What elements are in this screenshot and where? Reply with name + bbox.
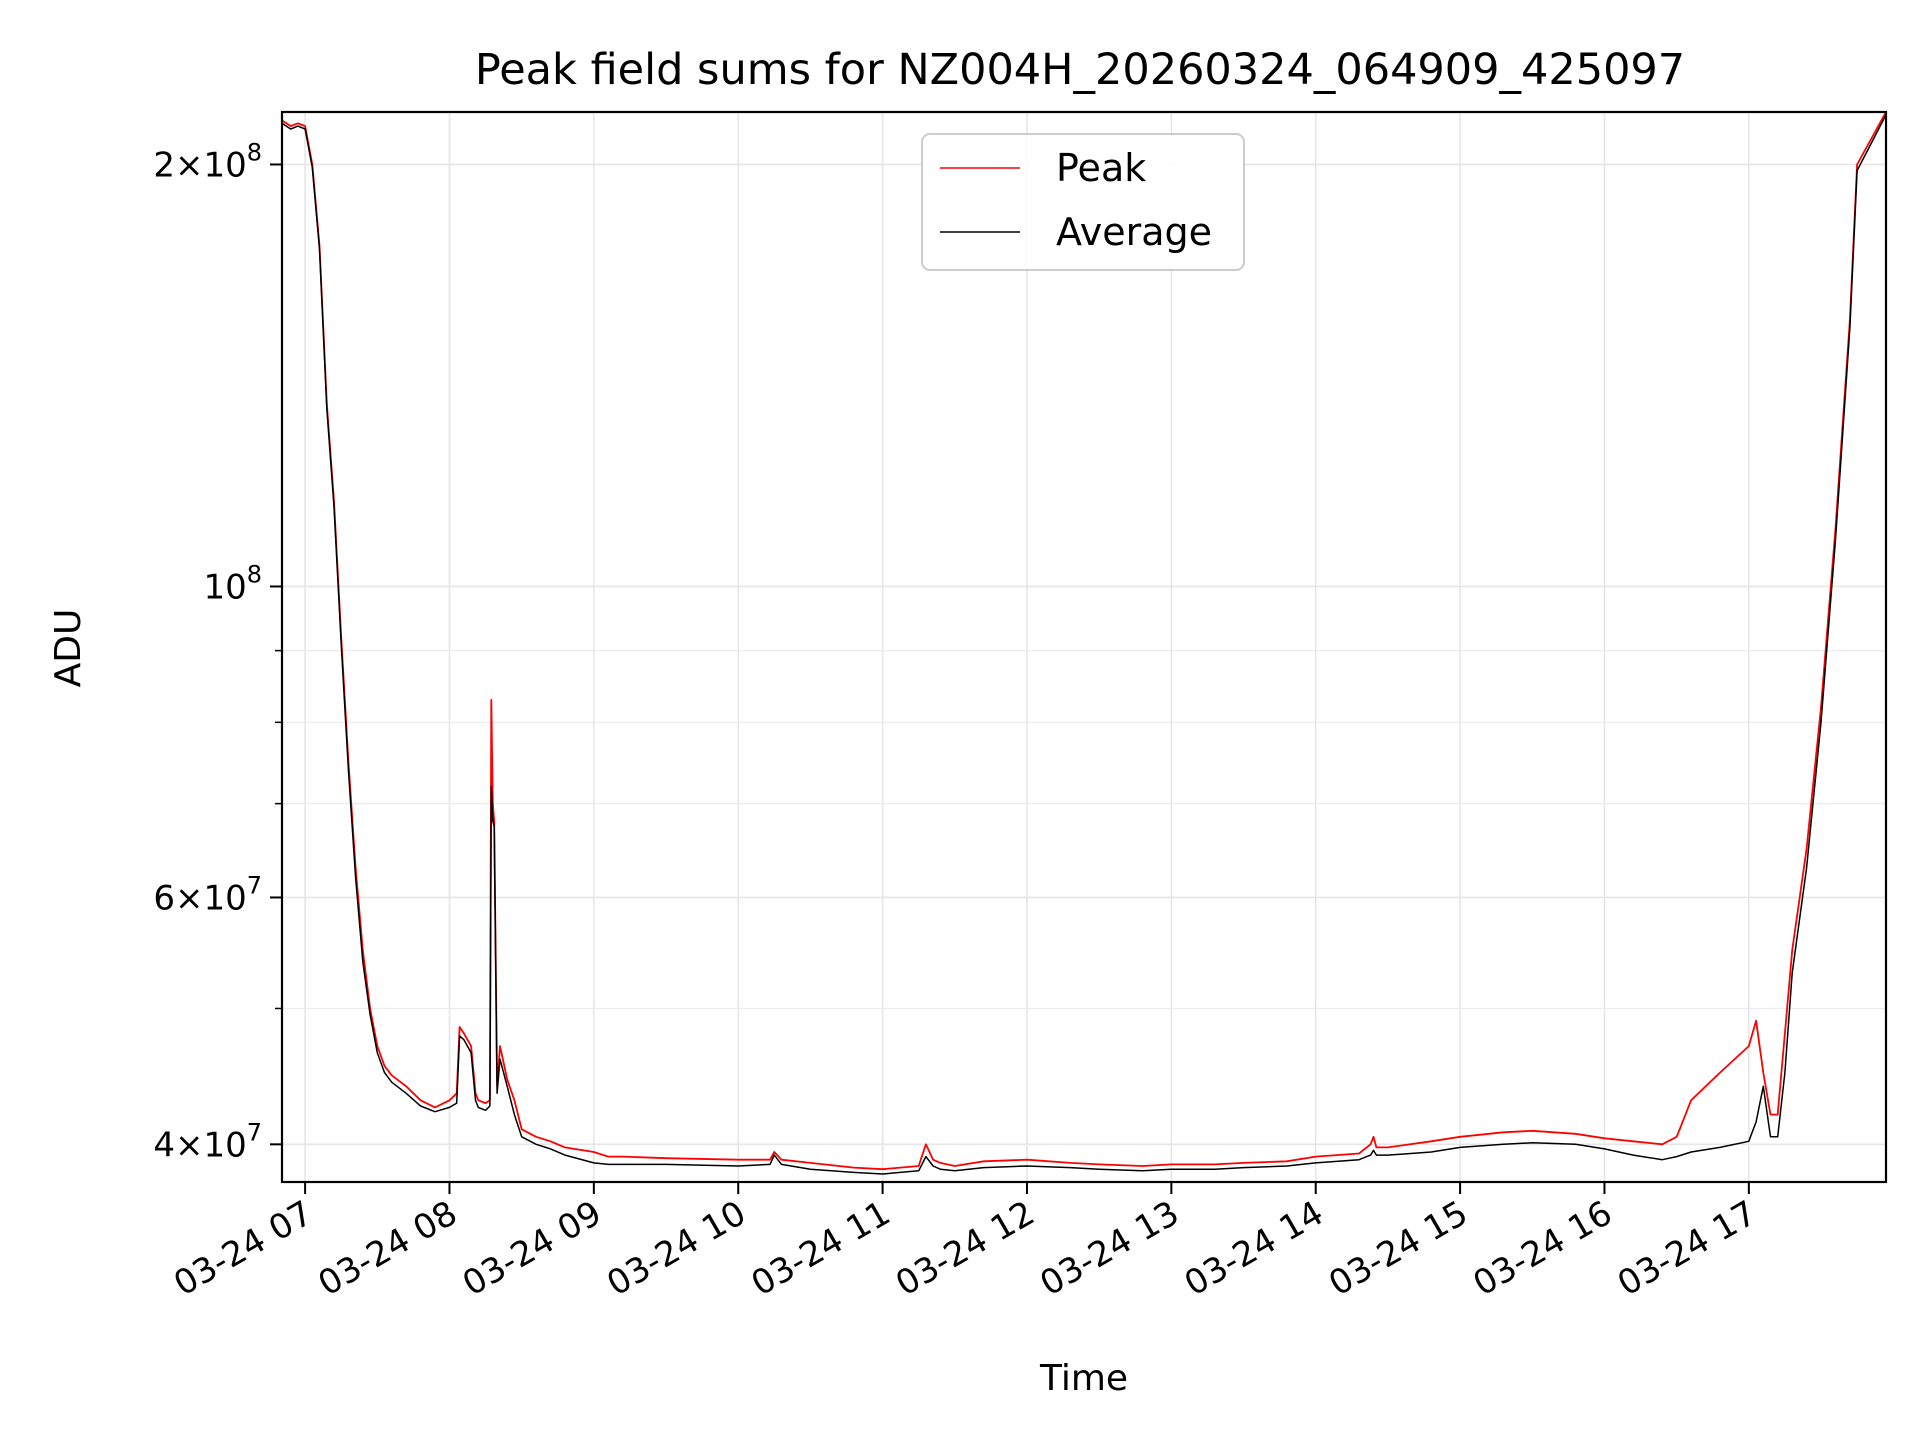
legend-label-peak: Peak (1056, 146, 1146, 190)
y-tick-mantissa: 4×10 (153, 1125, 246, 1165)
y-tick-exponent: 7 (247, 1118, 262, 1146)
plot-frame (280, 110, 1888, 1184)
series-layer (282, 112, 1886, 1175)
y-tick-mantissa: 10 (203, 567, 246, 607)
y-tick-exponent: 8 (247, 138, 262, 166)
y-tick-exponent: 7 (247, 871, 262, 899)
series-line-average (282, 114, 1886, 1175)
chart-title: Peak field sums for NZ004H_20260324_0649… (475, 45, 1685, 95)
y-axis-label: ADU (48, 609, 89, 688)
y-tick-label: 6×107 (153, 871, 262, 918)
y-tick-exponent: 8 (247, 560, 262, 588)
y-tick-mantissa: 6×10 (153, 878, 246, 918)
y-tick-mantissa: 2×10 (153, 145, 246, 185)
y-tick-label: 4×107 (153, 1118, 262, 1165)
x-axis-label: Time (1039, 1358, 1128, 1399)
y-tick-label: 2×108 (153, 138, 262, 185)
series-line-peak (282, 112, 1886, 1171)
y-tick-label: 108 (203, 560, 262, 607)
legend-label-average: Average (1056, 210, 1212, 254)
legend: Peak Average (921, 133, 1245, 271)
